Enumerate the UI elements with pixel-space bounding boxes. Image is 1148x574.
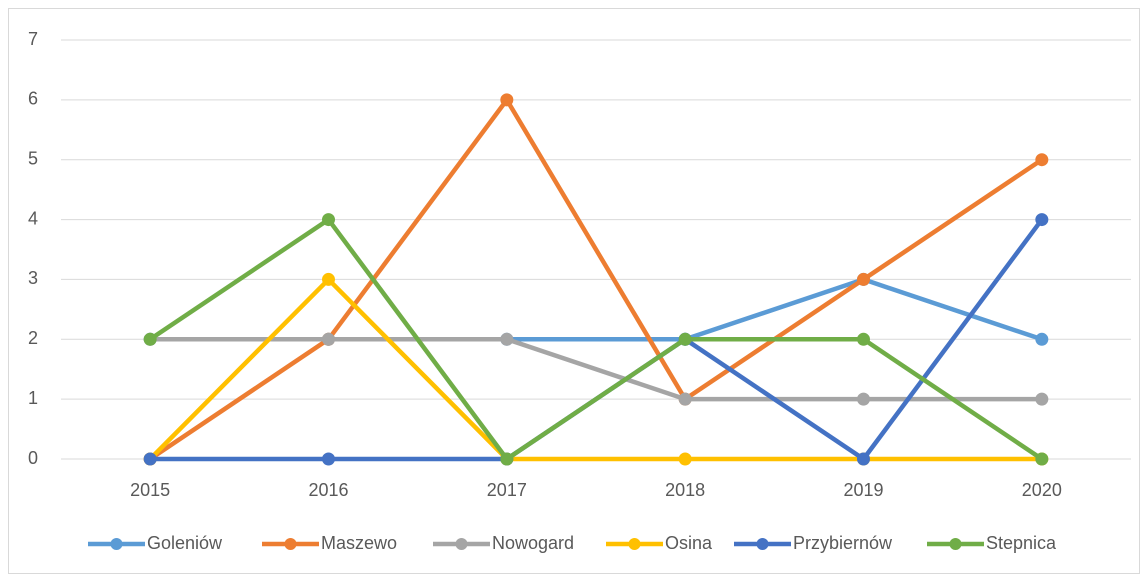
- point: [1035, 153, 1049, 167]
- x-tick-label: 2019: [843, 480, 883, 500]
- y-tick-label: 3: [28, 268, 38, 288]
- series-line: [150, 337, 1042, 402]
- point: [1035, 452, 1049, 466]
- legend-label: Nowogard: [492, 533, 574, 553]
- point: [678, 332, 692, 346]
- point: [1035, 332, 1049, 346]
- point: [678, 452, 692, 466]
- point: [857, 272, 870, 286]
- legend-marker: [628, 538, 641, 550]
- y-tick-label: 2: [28, 328, 38, 348]
- point: [500, 452, 514, 466]
- x-tick-label: 2018: [665, 480, 705, 500]
- point: [322, 332, 335, 346]
- legend-label: Przybiernów: [793, 533, 893, 553]
- legend-marker: [110, 538, 123, 550]
- legend-marker: [284, 538, 297, 550]
- legend-label: Stepnica: [986, 533, 1057, 553]
- point: [678, 392, 692, 406]
- point: [143, 332, 157, 346]
- point: [322, 213, 335, 227]
- point: [500, 93, 514, 107]
- point: [1035, 392, 1049, 406]
- point: [500, 332, 514, 346]
- x-tick-label: 2017: [487, 480, 527, 500]
- chart-border: [8, 8, 1140, 574]
- legend-label: Maszewo: [321, 533, 397, 553]
- y-tick-label: 7: [28, 29, 38, 49]
- point: [1035, 213, 1049, 227]
- y-tick-label: 4: [28, 208, 38, 228]
- x-tick-label: 2015: [130, 480, 170, 500]
- point: [143, 452, 157, 466]
- y-tick-label: 0: [28, 448, 38, 468]
- series-line: [148, 277, 1042, 462]
- point: [857, 392, 870, 406]
- y-tick-label: 1: [28, 388, 38, 408]
- legend-label: Goleniów: [147, 533, 223, 553]
- series-line: [148, 97, 1044, 461]
- legend-marker: [949, 538, 962, 550]
- series-line: [148, 217, 1044, 462]
- y-tick-label: 5: [28, 148, 38, 168]
- point: [322, 452, 335, 466]
- legend-marker: [455, 538, 468, 550]
- point: [857, 452, 870, 466]
- x-tick-label: 2020: [1022, 480, 1062, 500]
- legend-label: Osina: [665, 533, 713, 553]
- point: [322, 272, 335, 286]
- point: [857, 332, 870, 346]
- y-tick-label: 6: [28, 89, 38, 109]
- legend-marker: [756, 538, 769, 550]
- x-tick-label: 2016: [308, 480, 348, 500]
